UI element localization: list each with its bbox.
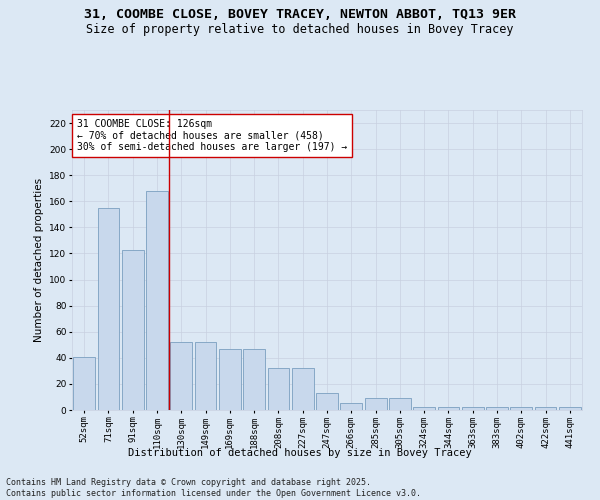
Text: Size of property relative to detached houses in Bovey Tracey: Size of property relative to detached ho… bbox=[86, 22, 514, 36]
Bar bbox=[268, 368, 289, 410]
Bar bbox=[365, 398, 386, 410]
Y-axis label: Number of detached properties: Number of detached properties bbox=[34, 178, 44, 342]
Bar bbox=[170, 342, 192, 410]
Bar bbox=[437, 408, 460, 410]
Bar bbox=[486, 408, 508, 410]
Bar bbox=[389, 398, 411, 410]
Bar bbox=[511, 408, 532, 410]
Bar bbox=[413, 408, 435, 410]
Bar bbox=[219, 348, 241, 410]
Text: 31, COOMBE CLOSE, BOVEY TRACEY, NEWTON ABBOT, TQ13 9ER: 31, COOMBE CLOSE, BOVEY TRACEY, NEWTON A… bbox=[84, 8, 516, 20]
Bar bbox=[316, 393, 338, 410]
Bar bbox=[340, 404, 362, 410]
Bar bbox=[122, 250, 143, 410]
Text: Contains HM Land Registry data © Crown copyright and database right 2025.
Contai: Contains HM Land Registry data © Crown c… bbox=[6, 478, 421, 498]
Bar bbox=[146, 191, 168, 410]
Bar bbox=[535, 408, 556, 410]
Bar bbox=[243, 348, 265, 410]
Bar bbox=[462, 408, 484, 410]
Bar bbox=[194, 342, 217, 410]
Bar bbox=[292, 368, 314, 410]
Text: 31 COOMBE CLOSE: 126sqm
← 70% of detached houses are smaller (458)
30% of semi-d: 31 COOMBE CLOSE: 126sqm ← 70% of detache… bbox=[77, 119, 347, 152]
Text: Distribution of detached houses by size in Bovey Tracey: Distribution of detached houses by size … bbox=[128, 448, 472, 458]
Bar bbox=[559, 408, 581, 410]
Bar bbox=[97, 208, 119, 410]
Bar bbox=[73, 356, 95, 410]
